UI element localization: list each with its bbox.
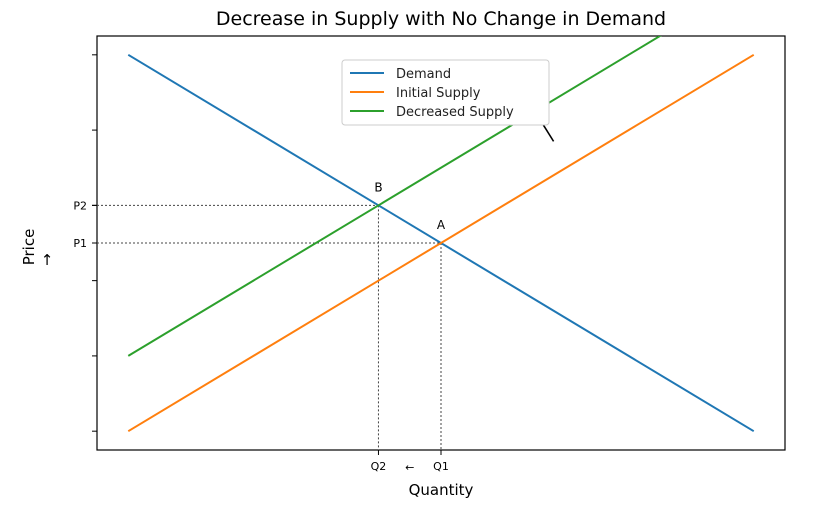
x-tick-label-q2: Q2	[371, 460, 387, 473]
y-tick-label-p1: P1	[73, 237, 87, 250]
y-axis-arrow: ↑	[41, 251, 54, 269]
series-line-decreased-supply	[127, 36, 662, 357]
point-label-b: B	[374, 180, 382, 194]
y-axis-label: Price	[20, 229, 38, 266]
point-labels: AB	[374, 180, 446, 232]
x-axis-label: Quantity	[409, 481, 474, 499]
point-label-a: A	[437, 218, 446, 232]
x-tick-labels: Q2 Q1 ←	[371, 450, 449, 474]
chart-title: Decrease in Supply with No Change in Dem…	[216, 8, 666, 30]
y-tick-labels: P2 P1	[73, 199, 97, 250]
x-axis-arrow: ←	[405, 461, 414, 474]
x-tick-label-q1: Q1	[433, 460, 449, 473]
legend-label: Decreased Supply	[396, 105, 514, 120]
legend: Demand Initial Supply Decreased Supply	[341, 59, 550, 126]
legend-label: Initial Supply	[396, 86, 481, 101]
guide-lines	[97, 204, 442, 450]
y-tick-label-p2: P2	[73, 199, 87, 212]
legend-label: Demand	[396, 67, 451, 82]
series-line-initial-supply	[127, 53, 755, 433]
legend-box	[341, 59, 550, 126]
series-lines	[127, 36, 755, 433]
